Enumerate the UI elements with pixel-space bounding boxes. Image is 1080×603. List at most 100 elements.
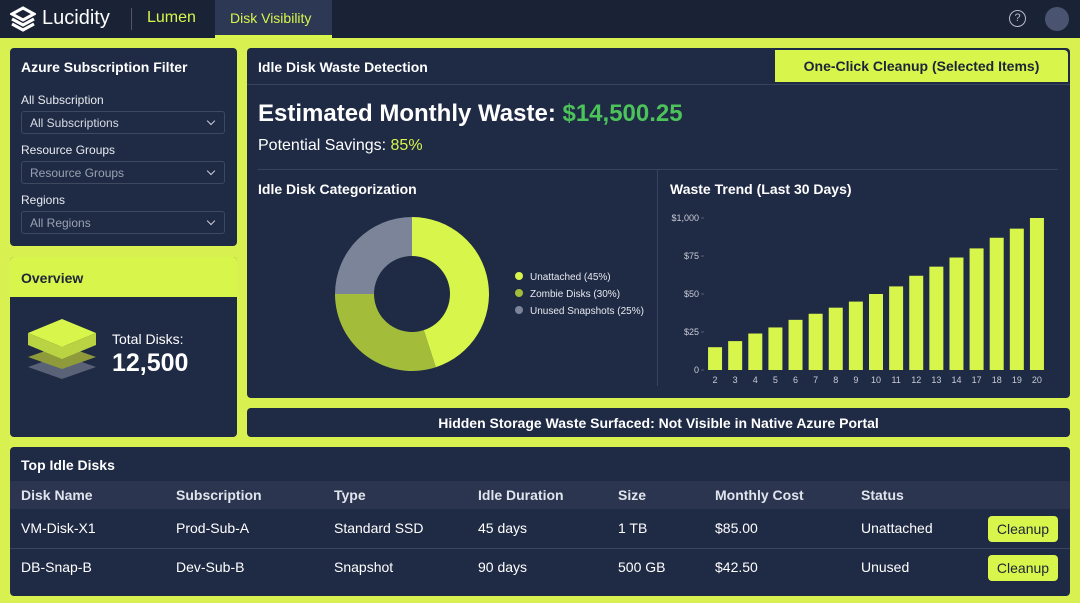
- x-tick-label: 9: [853, 375, 858, 385]
- x-tick-label: 2: [713, 375, 718, 385]
- x-tick-label: 20: [1032, 375, 1042, 385]
- banner: Hidden Storage Waste Surfaced: Not Visib…: [247, 408, 1070, 437]
- table-panel: Top Idle Disks Disk Name Subscription Type…: [10, 447, 1070, 596]
- x-tick-label: 10: [871, 375, 881, 385]
- bar: [808, 313, 823, 370]
- x-tick-label: 19: [1012, 375, 1022, 385]
- x-tick-label: 12: [911, 375, 921, 385]
- column-header[interactable]: Disk Name: [21, 487, 93, 503]
- bar: [929, 266, 944, 370]
- column-header[interactable]: Subscription: [176, 487, 262, 503]
- table-cell: VM-Disk-X1: [21, 520, 96, 536]
- column-header[interactable]: Status: [861, 487, 904, 503]
- table-cell: Snapshot: [334, 559, 394, 575]
- trend-title: Waste Trend (Last 30 Days): [670, 181, 852, 197]
- y-tick-label: $50: [684, 289, 699, 299]
- overview-panel: Overview Total Disks: 12,500: [10, 257, 237, 437]
- bar: [828, 307, 843, 370]
- legend-swatch: [515, 272, 523, 280]
- legend-label: Unused Snapshots (25%): [530, 306, 644, 317]
- select[interactable]: All Regions: [21, 211, 225, 234]
- table-cell: Unattached: [861, 520, 933, 536]
- nav-tab-active[interactable]: Disk Visibility: [215, 0, 332, 38]
- legend-swatch: [515, 306, 523, 314]
- table-cell: Standard SSD: [334, 520, 424, 536]
- top-bar: Lucidity Lumen Disk Visibility ?: [0, 0, 1080, 38]
- bar: [1009, 228, 1024, 370]
- table-cell: 1 TB: [618, 520, 648, 536]
- bar: [848, 301, 863, 370]
- column-header[interactable]: Idle Duration: [478, 487, 564, 503]
- waste-heading: Estimated Monthly Waste: $14,500.25: [258, 100, 683, 128]
- donut-slice: [412, 217, 490, 368]
- y-tick-label: $1,000: [671, 213, 699, 223]
- overview-value: 12,500: [112, 349, 189, 377]
- bar: [889, 286, 904, 370]
- disk-icon: [28, 319, 96, 379]
- waste-value: $14,500.25: [562, 100, 683, 127]
- column-header[interactable]: Type: [334, 487, 366, 503]
- savings-label: Potential Savings:: [258, 137, 387, 154]
- table-cell: $42.50: [715, 559, 758, 575]
- bar: [949, 257, 964, 370]
- table-cell: Unused: [861, 559, 910, 575]
- bar: [869, 294, 883, 370]
- panel-title: Azure Subscription Filter: [21, 59, 188, 75]
- x-tick-label: 13: [931, 375, 941, 385]
- cleanup-all-button[interactable]: One-Click Cleanup (Selected Items): [775, 50, 1068, 82]
- cleanup-button[interactable]: Cleanup: [988, 516, 1058, 542]
- legend-label: Unattached (45%): [530, 272, 611, 283]
- bar: [788, 319, 803, 370]
- panel-title: Idle Disk Waste Detection: [258, 59, 428, 75]
- x-tick-label: 14: [951, 375, 961, 385]
- savings: Potential Savings: 85%: [258, 137, 423, 155]
- y-tick-label: 0: [694, 365, 699, 375]
- legend-label: Zombie Disks (30%): [530, 289, 620, 300]
- bar: [708, 347, 723, 370]
- filter-panel: Azure Subscription Filter All Subscripti…: [10, 48, 237, 246]
- select[interactable]: Resource Groups: [21, 161, 225, 184]
- donut-slice: [335, 217, 412, 294]
- y-tick-label: $75: [684, 251, 699, 261]
- x-tick-label: 4: [753, 375, 758, 385]
- bar: [728, 341, 743, 370]
- logo-icon: [10, 6, 36, 32]
- waste-label: Estimated Monthly Waste:: [258, 100, 556, 127]
- x-tick-label: 6: [793, 375, 798, 385]
- x-tick-label: 18: [992, 375, 1002, 385]
- donut-slice: [335, 294, 436, 372]
- overview-label: Total Disks:: [112, 331, 184, 347]
- donut-title: Idle Disk Categorization: [258, 181, 417, 197]
- table-cell: 500 GB: [618, 559, 666, 575]
- table-cell: 45 days: [478, 520, 528, 536]
- select[interactable]: All Subscriptions: [21, 111, 225, 134]
- legend-swatch: [515, 289, 523, 297]
- help-icon[interactable]: ?: [1009, 10, 1026, 27]
- y-tick-label: $25: [684, 327, 699, 337]
- table-cell: $85.00: [715, 520, 758, 536]
- panel-title: Top Idle Disks: [21, 457, 115, 473]
- table-cell: DB-Snap-B: [21, 559, 92, 575]
- user-icon[interactable]: [1045, 7, 1069, 31]
- column-header[interactable]: Size: [618, 487, 647, 503]
- bar: [969, 248, 984, 370]
- table-cell: Dev-Sub-B: [176, 559, 245, 575]
- x-tick-label: 17: [972, 375, 982, 385]
- bar: [989, 237, 1004, 370]
- x-tick-label: 11: [891, 375, 900, 385]
- bar: [748, 333, 763, 370]
- x-tick-label: 3: [733, 375, 738, 385]
- field-label: All Subscription: [21, 93, 104, 107]
- x-tick-label: 5: [773, 375, 778, 385]
- column-header[interactable]: Monthly Cost: [715, 487, 804, 503]
- savings-value: 85%: [390, 137, 423, 154]
- bar: [909, 275, 924, 370]
- bar: [1029, 218, 1044, 370]
- nav-item[interactable]: Lumen: [147, 9, 196, 26]
- x-tick-label: 7: [813, 375, 818, 385]
- cleanup-button[interactable]: Cleanup: [988, 555, 1058, 581]
- table-cell: 90 days: [478, 559, 528, 575]
- bar: [768, 327, 783, 370]
